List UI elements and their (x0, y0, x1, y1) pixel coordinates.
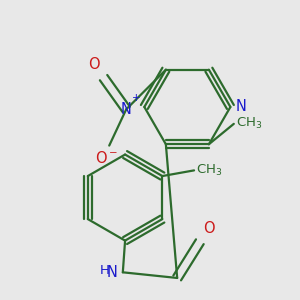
Text: O: O (88, 57, 100, 72)
Text: N: N (121, 102, 132, 117)
Text: CH$_3$: CH$_3$ (196, 163, 223, 178)
Text: +: + (132, 92, 140, 103)
Text: O: O (203, 221, 215, 236)
Text: H: H (99, 263, 109, 277)
Text: CH$_3$: CH$_3$ (236, 116, 262, 131)
Text: N: N (236, 100, 247, 115)
Text: N: N (106, 265, 117, 280)
Text: O$^-$: O$^-$ (95, 150, 119, 166)
